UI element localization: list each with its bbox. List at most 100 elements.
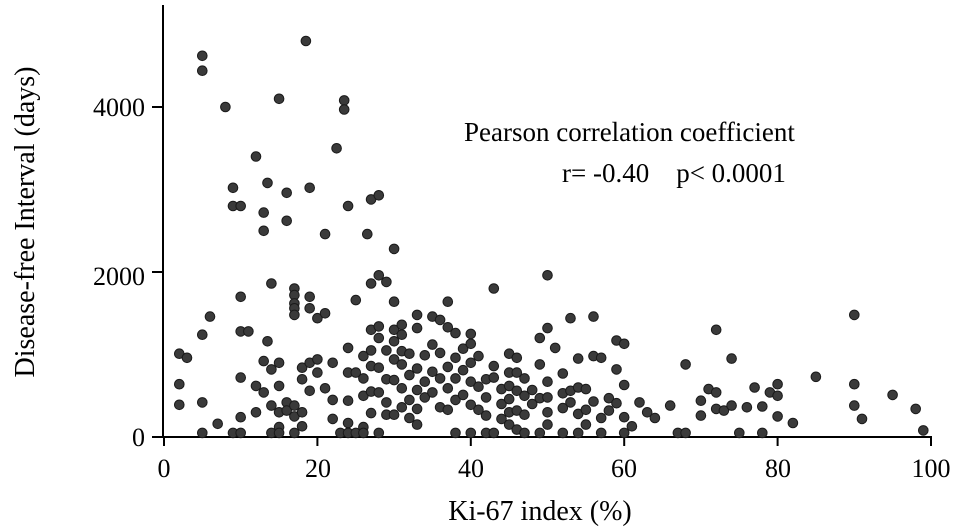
data-point [296, 362, 308, 374]
data-point [595, 427, 607, 439]
data-point [695, 410, 707, 421]
data-point [358, 373, 369, 384]
data-point [411, 419, 423, 430]
data-point [312, 354, 323, 365]
data-point [304, 385, 316, 397]
data-point [427, 366, 438, 378]
data-point [396, 402, 408, 413]
data-point [595, 412, 607, 424]
data-point [319, 383, 331, 394]
x-axis-title: Ki-67 index (%) [448, 496, 632, 527]
data-point [519, 409, 530, 421]
data-point [381, 345, 392, 356]
data-point [300, 35, 312, 47]
data-point [572, 353, 584, 364]
data-point [618, 411, 630, 423]
data-point [772, 411, 783, 422]
data-point [695, 395, 707, 407]
pearson-annotation-line2: r= -0.40 p< 0.0001 [562, 158, 786, 188]
data-point [250, 380, 262, 392]
data-point [442, 404, 454, 416]
data-point [411, 322, 423, 334]
data-point [588, 396, 599, 407]
data-point [381, 276, 392, 288]
data-point [757, 427, 768, 439]
data-point [641, 407, 653, 418]
data-point [327, 357, 339, 369]
data-point [519, 427, 530, 439]
data-point [542, 322, 553, 334]
data-point [572, 427, 584, 439]
data-point [262, 177, 273, 189]
data-point [327, 413, 339, 425]
data-point [258, 387, 270, 398]
data-point [434, 314, 446, 326]
x-axis-ticks [163, 437, 932, 446]
y-tick-label-0: 0 [132, 423, 145, 452]
data-point [235, 427, 246, 439]
data-point [296, 374, 308, 385]
data-point [235, 411, 246, 423]
data-point [273, 380, 285, 392]
data-point [427, 339, 438, 350]
data-point [373, 321, 385, 332]
data-point [388, 324, 400, 336]
data-point [442, 383, 454, 394]
data-point [565, 397, 576, 408]
data-point [557, 368, 569, 379]
data-point [757, 401, 768, 412]
data-point [488, 372, 500, 383]
data-point [519, 373, 530, 384]
data-point [197, 397, 208, 408]
data-point [772, 378, 783, 390]
data-point [580, 383, 592, 395]
data-point [542, 392, 553, 403]
data-point [388, 296, 400, 308]
data-point [396, 319, 408, 331]
data-point [419, 392, 431, 403]
data-point [350, 367, 362, 378]
data-point [618, 379, 630, 391]
x-tick-label-20: 20 [305, 454, 331, 483]
data-point [388, 243, 400, 255]
data-point [304, 291, 316, 303]
data-point [465, 427, 477, 439]
data-point [281, 187, 293, 199]
data-point [358, 350, 369, 362]
data-point [787, 417, 799, 429]
data-point [396, 329, 408, 341]
data-point [450, 327, 461, 339]
pearson-annotation-line1: Pearson correlation coefficient [464, 117, 795, 147]
data-point [549, 342, 561, 354]
data-point [849, 309, 860, 321]
data-point [338, 104, 350, 115]
data-point [726, 400, 737, 411]
data-point [496, 413, 507, 425]
data-point [427, 387, 438, 398]
data-point [358, 427, 369, 439]
data-point [680, 359, 691, 370]
data-point [419, 376, 431, 388]
x-tick-label-60: 60 [611, 454, 637, 483]
data-point [457, 343, 469, 355]
data-point [465, 357, 477, 369]
data-point [588, 311, 599, 322]
data-point [503, 393, 515, 405]
data-point [235, 372, 246, 383]
data-point [388, 374, 400, 386]
data-point [373, 362, 385, 374]
data-point [542, 407, 553, 418]
data-point [457, 389, 469, 401]
y-tick-label-2000: 2000 [93, 262, 145, 291]
data-point [565, 312, 576, 324]
data-point [388, 354, 400, 365]
data-point [542, 419, 553, 430]
data-point [710, 387, 722, 398]
data-point [603, 405, 615, 416]
data-point [404, 348, 415, 360]
data-point [519, 390, 530, 402]
data-point [910, 403, 922, 415]
data-point [741, 402, 753, 413]
data-point [197, 65, 208, 76]
y-tick-label-4000: 4000 [93, 93, 145, 122]
